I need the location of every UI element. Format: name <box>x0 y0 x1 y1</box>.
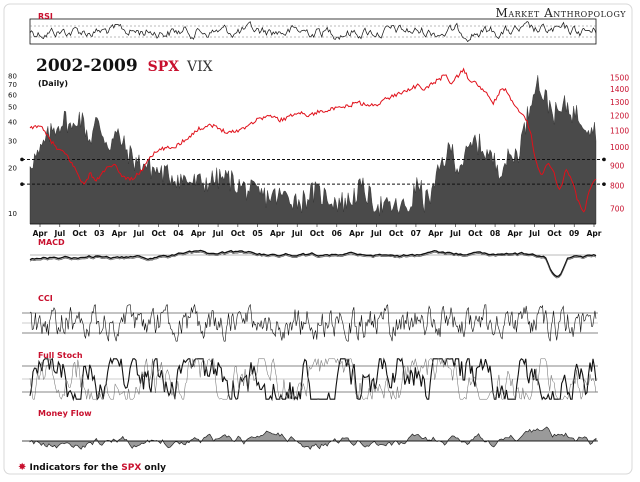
vix-axis-tick-6: 20 <box>8 164 17 172</box>
footnote-suffix: only <box>141 463 166 473</box>
chart-border <box>3 3 633 475</box>
vix-axis-tick-4: 40 <box>8 118 17 126</box>
stoch-signal-line <box>29 357 597 401</box>
vix-axis-tick-3: 50 <box>8 104 17 112</box>
spx-axis-tick-7: 800 <box>610 182 625 191</box>
x-axis-tick-18: Oct <box>389 229 404 238</box>
money-flow-label: Money Flow <box>38 409 92 418</box>
star-marker-icon: ✸ <box>18 462 27 473</box>
x-axis-tick-24: Apr <box>507 229 522 238</box>
vix-axis-tick-1: 70 <box>8 81 17 89</box>
spx-axis-tick-1: 1400 <box>610 85 629 94</box>
chart-title: 2002-2009 SPX VIX <box>36 56 213 76</box>
spx-axis-tick-4: 1100 <box>610 127 629 136</box>
x-axis-tick-25: Jul <box>528 229 540 238</box>
vix-axis-tick-7: 10 <box>8 210 17 218</box>
x-axis-tick-10: Oct <box>231 229 246 238</box>
x-axis-tick-3: 03 <box>94 229 104 238</box>
ref-line-dot-right-0 <box>602 157 606 162</box>
x-axis-tick-26: Oct <box>547 229 562 238</box>
rsi-label: RSI <box>38 12 53 21</box>
ref-line-dot-left-1 <box>20 182 24 186</box>
x-axis-tick-11: 05 <box>252 229 262 238</box>
vix-area-series <box>29 75 597 225</box>
stoch-series-line <box>29 356 597 402</box>
spx-axis-tick-5: 1000 <box>610 143 629 152</box>
x-axis-tick-14: Oct <box>310 229 325 238</box>
x-axis-tick-21: Jul <box>449 229 461 238</box>
x-axis-tick-15: 06 <box>332 229 342 238</box>
x-axis-tick-27: 09 <box>569 229 579 238</box>
cci-label: CCI <box>38 294 53 303</box>
x-axis-tick-8: Apr <box>191 229 206 238</box>
x-axis-tick-12: Apr <box>270 229 285 238</box>
x-axis-tick-6: Oct <box>151 229 166 238</box>
spx-axis-tick-6: 900 <box>610 161 625 170</box>
macd-label: MACD <box>38 238 65 247</box>
full-stoch-panel <box>22 356 598 402</box>
macd-line-series <box>29 249 597 278</box>
spx-axis-tick-8: 700 <box>610 205 625 214</box>
spx-axis-tick-3: 1200 <box>610 112 629 121</box>
money-flow-panel <box>22 426 598 450</box>
title-years: 2002-2009 <box>36 56 138 76</box>
cci-series-line <box>29 303 597 342</box>
x-axis-tick-22: Oct <box>468 229 483 238</box>
x-axis-tick-19: 07 <box>411 229 421 238</box>
rsi-frame <box>29 18 597 45</box>
title-spx: SPX <box>147 59 180 75</box>
vix-axis-tick-2: 60 <box>8 92 17 100</box>
footnote: ✸ Indicators for the SPX only <box>18 462 166 473</box>
full-stoch-label: Full Stoch <box>38 351 83 360</box>
footnote-prefix: Indicators for the <box>29 463 122 473</box>
footnote-spx: SPX <box>121 463 142 473</box>
x-axis-tick-20: Apr <box>428 229 443 238</box>
x-axis-tick-7: 04 <box>173 229 183 238</box>
money-flow-area-series <box>29 426 597 450</box>
spx-axis-tick-0: 1500 <box>610 73 629 82</box>
vix-axis-tick-5: 30 <box>8 137 17 145</box>
spx-axis-tick-2: 1300 <box>610 98 629 107</box>
rsi-panel <box>29 18 597 45</box>
ref-line-dot-left-0 <box>20 157 24 162</box>
rsi-series-line <box>29 21 597 43</box>
chart-subtitle: (Daily) <box>38 79 69 88</box>
x-axis-tick-13: Jul <box>291 229 303 238</box>
x-axis-tick-5: Jul <box>133 229 145 238</box>
x-axis-tick-23: 08 <box>490 229 500 238</box>
title-vix: VIX <box>187 59 213 75</box>
x-axis-tick-17: Jul <box>370 229 382 238</box>
x-axis-tick-28: Apr <box>587 229 602 238</box>
brand-logo-text: Market Anthropology <box>495 6 626 20</box>
macd-panel <box>29 249 597 279</box>
x-axis-tick-16: Apr <box>349 229 364 238</box>
x-axis-tick-2: Oct <box>72 229 87 238</box>
vix-axis-tick-0: 80 <box>8 72 17 80</box>
x-axis-tick-1: Jul <box>53 229 65 238</box>
cci-panel <box>22 303 598 342</box>
x-axis-tick-9: Jul <box>212 229 224 238</box>
spx-line-series <box>29 67 597 213</box>
ref-line-dot-right-1 <box>602 182 606 186</box>
macd-signal-series <box>29 251 597 279</box>
x-axis-tick-4: Apr <box>112 229 127 238</box>
x-axis-tick-0: Apr <box>33 229 48 238</box>
